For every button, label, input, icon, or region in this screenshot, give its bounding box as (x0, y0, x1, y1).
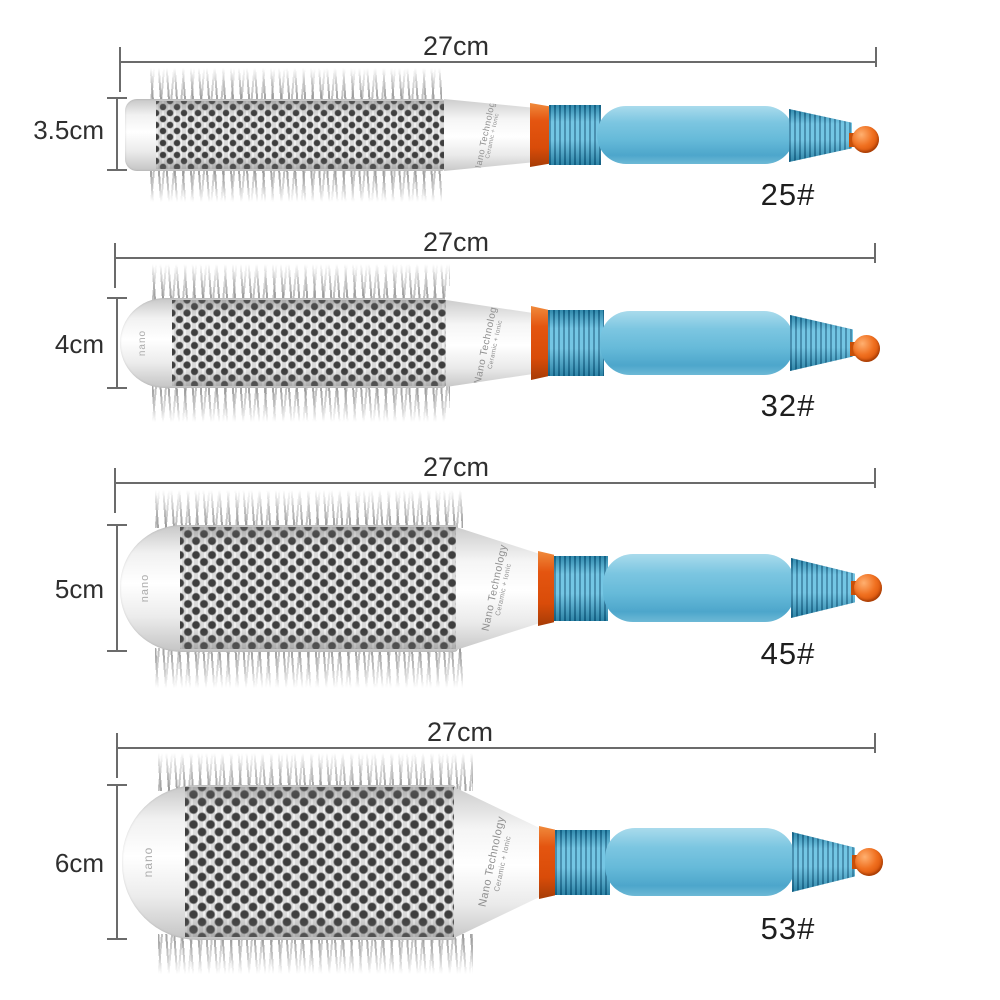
brand-print: Nano Technology Ceramic + Ionic (444, 99, 532, 171)
ball-tip (852, 126, 879, 153)
brush-handle (603, 554, 795, 622)
brush-bristles-bottom (155, 648, 463, 688)
ribbed-taper-section (792, 832, 855, 892)
ball-tip (853, 335, 880, 362)
brush-vent-pattern (180, 527, 458, 649)
length-label: 27cm (422, 452, 490, 482)
length-tick-right (874, 243, 876, 263)
size-label: 53# (760, 911, 816, 946)
brush-handle (600, 311, 794, 375)
cap-print: nano (141, 846, 155, 878)
diameter-tick-bottom (107, 169, 127, 171)
diameter-dimension-line (116, 525, 118, 652)
ribbed-grip-section (549, 105, 601, 165)
length-tick-right (874, 468, 876, 488)
cap-print: nano (136, 329, 148, 357)
brand-print: Nano Technology Ceramic + Ionic (446, 300, 533, 387)
length-tick-right (875, 47, 877, 67)
diameter-label: 3.5cm (33, 115, 104, 145)
brush-vent-pattern (172, 300, 446, 386)
brush-handle (605, 828, 795, 896)
length-tick-right (874, 733, 876, 753)
ball-tip (854, 574, 882, 602)
length-tick-left (114, 468, 116, 513)
orange-collar-ring (538, 551, 554, 626)
length-dimension-line (117, 747, 876, 749)
orange-collar-ring (530, 103, 549, 167)
length-dimension-line (120, 61, 876, 63)
length-label: 27cm (422, 227, 490, 257)
brush-handle (597, 106, 794, 164)
brush-vent-pattern (156, 101, 444, 169)
brush-bristles-bottom (150, 169, 442, 202)
brush-neck: Nano Technology Ceramic + Ionic (444, 99, 532, 171)
length-label: 27cm (426, 717, 494, 747)
ribbed-taper-section (790, 315, 853, 371)
diameter-dimension-line (116, 785, 118, 940)
ribbed-taper-section (789, 109, 852, 162)
length-tick-left (114, 243, 116, 288)
length-label: 27cm (422, 31, 490, 61)
orange-collar-ring (539, 826, 555, 899)
size-label: 45# (760, 636, 816, 671)
brush-bristles-top (152, 264, 450, 300)
diameter-label: 5cm (54, 574, 104, 604)
length-tick-left (119, 47, 121, 92)
brush-bristles-top (158, 753, 473, 791)
ribbed-grip-section (554, 556, 608, 621)
size-label: 25# (760, 177, 816, 212)
length-tick-left (116, 733, 118, 778)
brush-bristles-bottom (152, 386, 450, 422)
ball-tip (855, 848, 883, 876)
length-dimension-line (115, 482, 876, 484)
brush-bristles-top (150, 68, 442, 101)
orange-collar-ring (531, 306, 548, 380)
diameter-tick-bottom (107, 938, 127, 940)
brush-bristles-top (155, 490, 463, 528)
diameter-tick-bottom (107, 650, 127, 652)
diameter-dimension-line (116, 98, 118, 171)
cap-print: nano (139, 573, 151, 603)
brush-neck: Nano Technology Ceramic + Ionic (456, 527, 540, 650)
diameter-label: 4cm (54, 329, 104, 359)
diameter-tick-bottom (107, 387, 127, 389)
brush-bristles-bottom (158, 934, 473, 974)
diameter-dimension-line (116, 298, 118, 389)
brush-neck: Nano Technology Ceramic + Ionic (446, 300, 533, 387)
ribbed-grip-section (555, 830, 610, 895)
diameter-label: 6cm (54, 848, 104, 878)
length-dimension-line (115, 257, 876, 259)
size-label: 32# (760, 388, 816, 423)
brush-neck: Nano Technology Ceramic + Ionic (454, 787, 539, 938)
brush-vent-pattern (185, 787, 455, 937)
ribbed-grip-section (548, 310, 604, 376)
ribbed-taper-section (791, 558, 855, 618)
